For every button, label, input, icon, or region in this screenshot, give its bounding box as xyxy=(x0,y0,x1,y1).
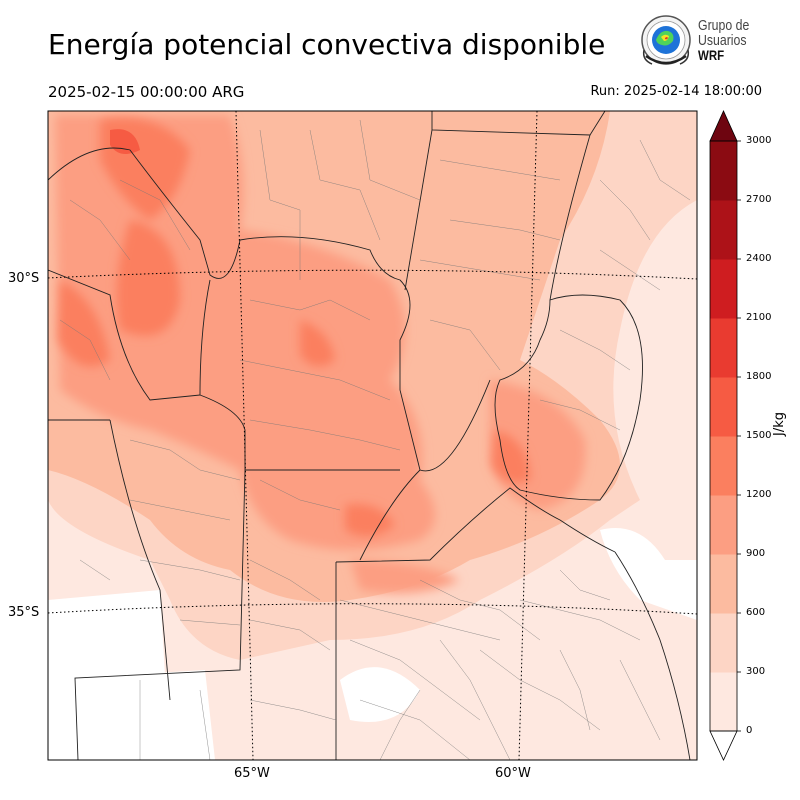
province-boundaries xyxy=(48,111,691,760)
lat-line-35s xyxy=(48,603,697,615)
colorbar xyxy=(709,110,741,761)
map-frame xyxy=(47,110,698,761)
colorbar-segment xyxy=(710,259,737,319)
logo-line-3: WRF xyxy=(698,47,725,63)
colorbar-segment xyxy=(710,672,737,732)
logo-line-2: Usuarios xyxy=(698,32,747,49)
colorbar-tick-label: 300 xyxy=(746,666,766,677)
colorbar-segment xyxy=(710,554,737,614)
colorbar-segment xyxy=(710,318,737,378)
wrf-globe-seal-icon xyxy=(641,15,691,65)
logo-line-1: Grupo de xyxy=(698,17,750,34)
lon-line-60w xyxy=(518,111,538,760)
colorbar-tick-label: 1200 xyxy=(746,489,772,500)
lon-line-65w xyxy=(235,111,254,760)
graticule xyxy=(48,111,697,760)
lon-label-60w: 60°W xyxy=(495,766,531,781)
colorbar-tick-label: 2700 xyxy=(746,194,772,205)
colorbar-segment xyxy=(710,613,737,673)
cape-zero-area-uruguay xyxy=(600,528,697,620)
run-time: Run: 2025-02-14 18:00:00 xyxy=(590,84,762,99)
lon-label-65w: 65°W xyxy=(234,766,270,781)
cape-field xyxy=(48,111,697,760)
cape-level-900-1200 xyxy=(55,115,586,594)
lat-label-30s: 30°S xyxy=(8,271,40,286)
colorbar-tick-label: 900 xyxy=(746,548,766,559)
colorbar-segment xyxy=(710,377,737,437)
cape-zero-area-buenos-aires xyxy=(340,667,420,722)
colorbar-segment xyxy=(710,200,737,260)
colorbar-tick-label: 600 xyxy=(746,607,766,618)
colorbar-segment xyxy=(710,495,737,555)
colorbar-tick-label: 3000 xyxy=(746,135,772,146)
map-title: Energía potencial convectiva disponible xyxy=(48,28,606,61)
department-boundaries xyxy=(59,119,691,760)
cape-zero-area-south xyxy=(75,670,215,760)
colorbar-unit: J/kg xyxy=(772,412,787,436)
valid-time: 2025-02-15 00:00:00 ARG xyxy=(48,83,245,101)
colorbar-tick-label: 1800 xyxy=(746,371,772,382)
colorbar-segment xyxy=(710,141,737,201)
colorbar-extend-max xyxy=(709,110,738,142)
colorbar-tick-label: 1500 xyxy=(746,430,772,441)
colorbar-extend-min xyxy=(709,730,738,761)
lat-line-30s xyxy=(48,269,697,280)
lat-label-35s: 35°S xyxy=(8,605,40,620)
colorbar-tick-label: 2100 xyxy=(746,312,772,323)
wrf-logo: Grupo de Usuarios WRF xyxy=(638,14,763,74)
colorbar-tick-label: 2400 xyxy=(746,253,772,264)
colorbar-segment xyxy=(710,436,737,496)
colorbar-tick-label: 0 xyxy=(746,725,753,736)
